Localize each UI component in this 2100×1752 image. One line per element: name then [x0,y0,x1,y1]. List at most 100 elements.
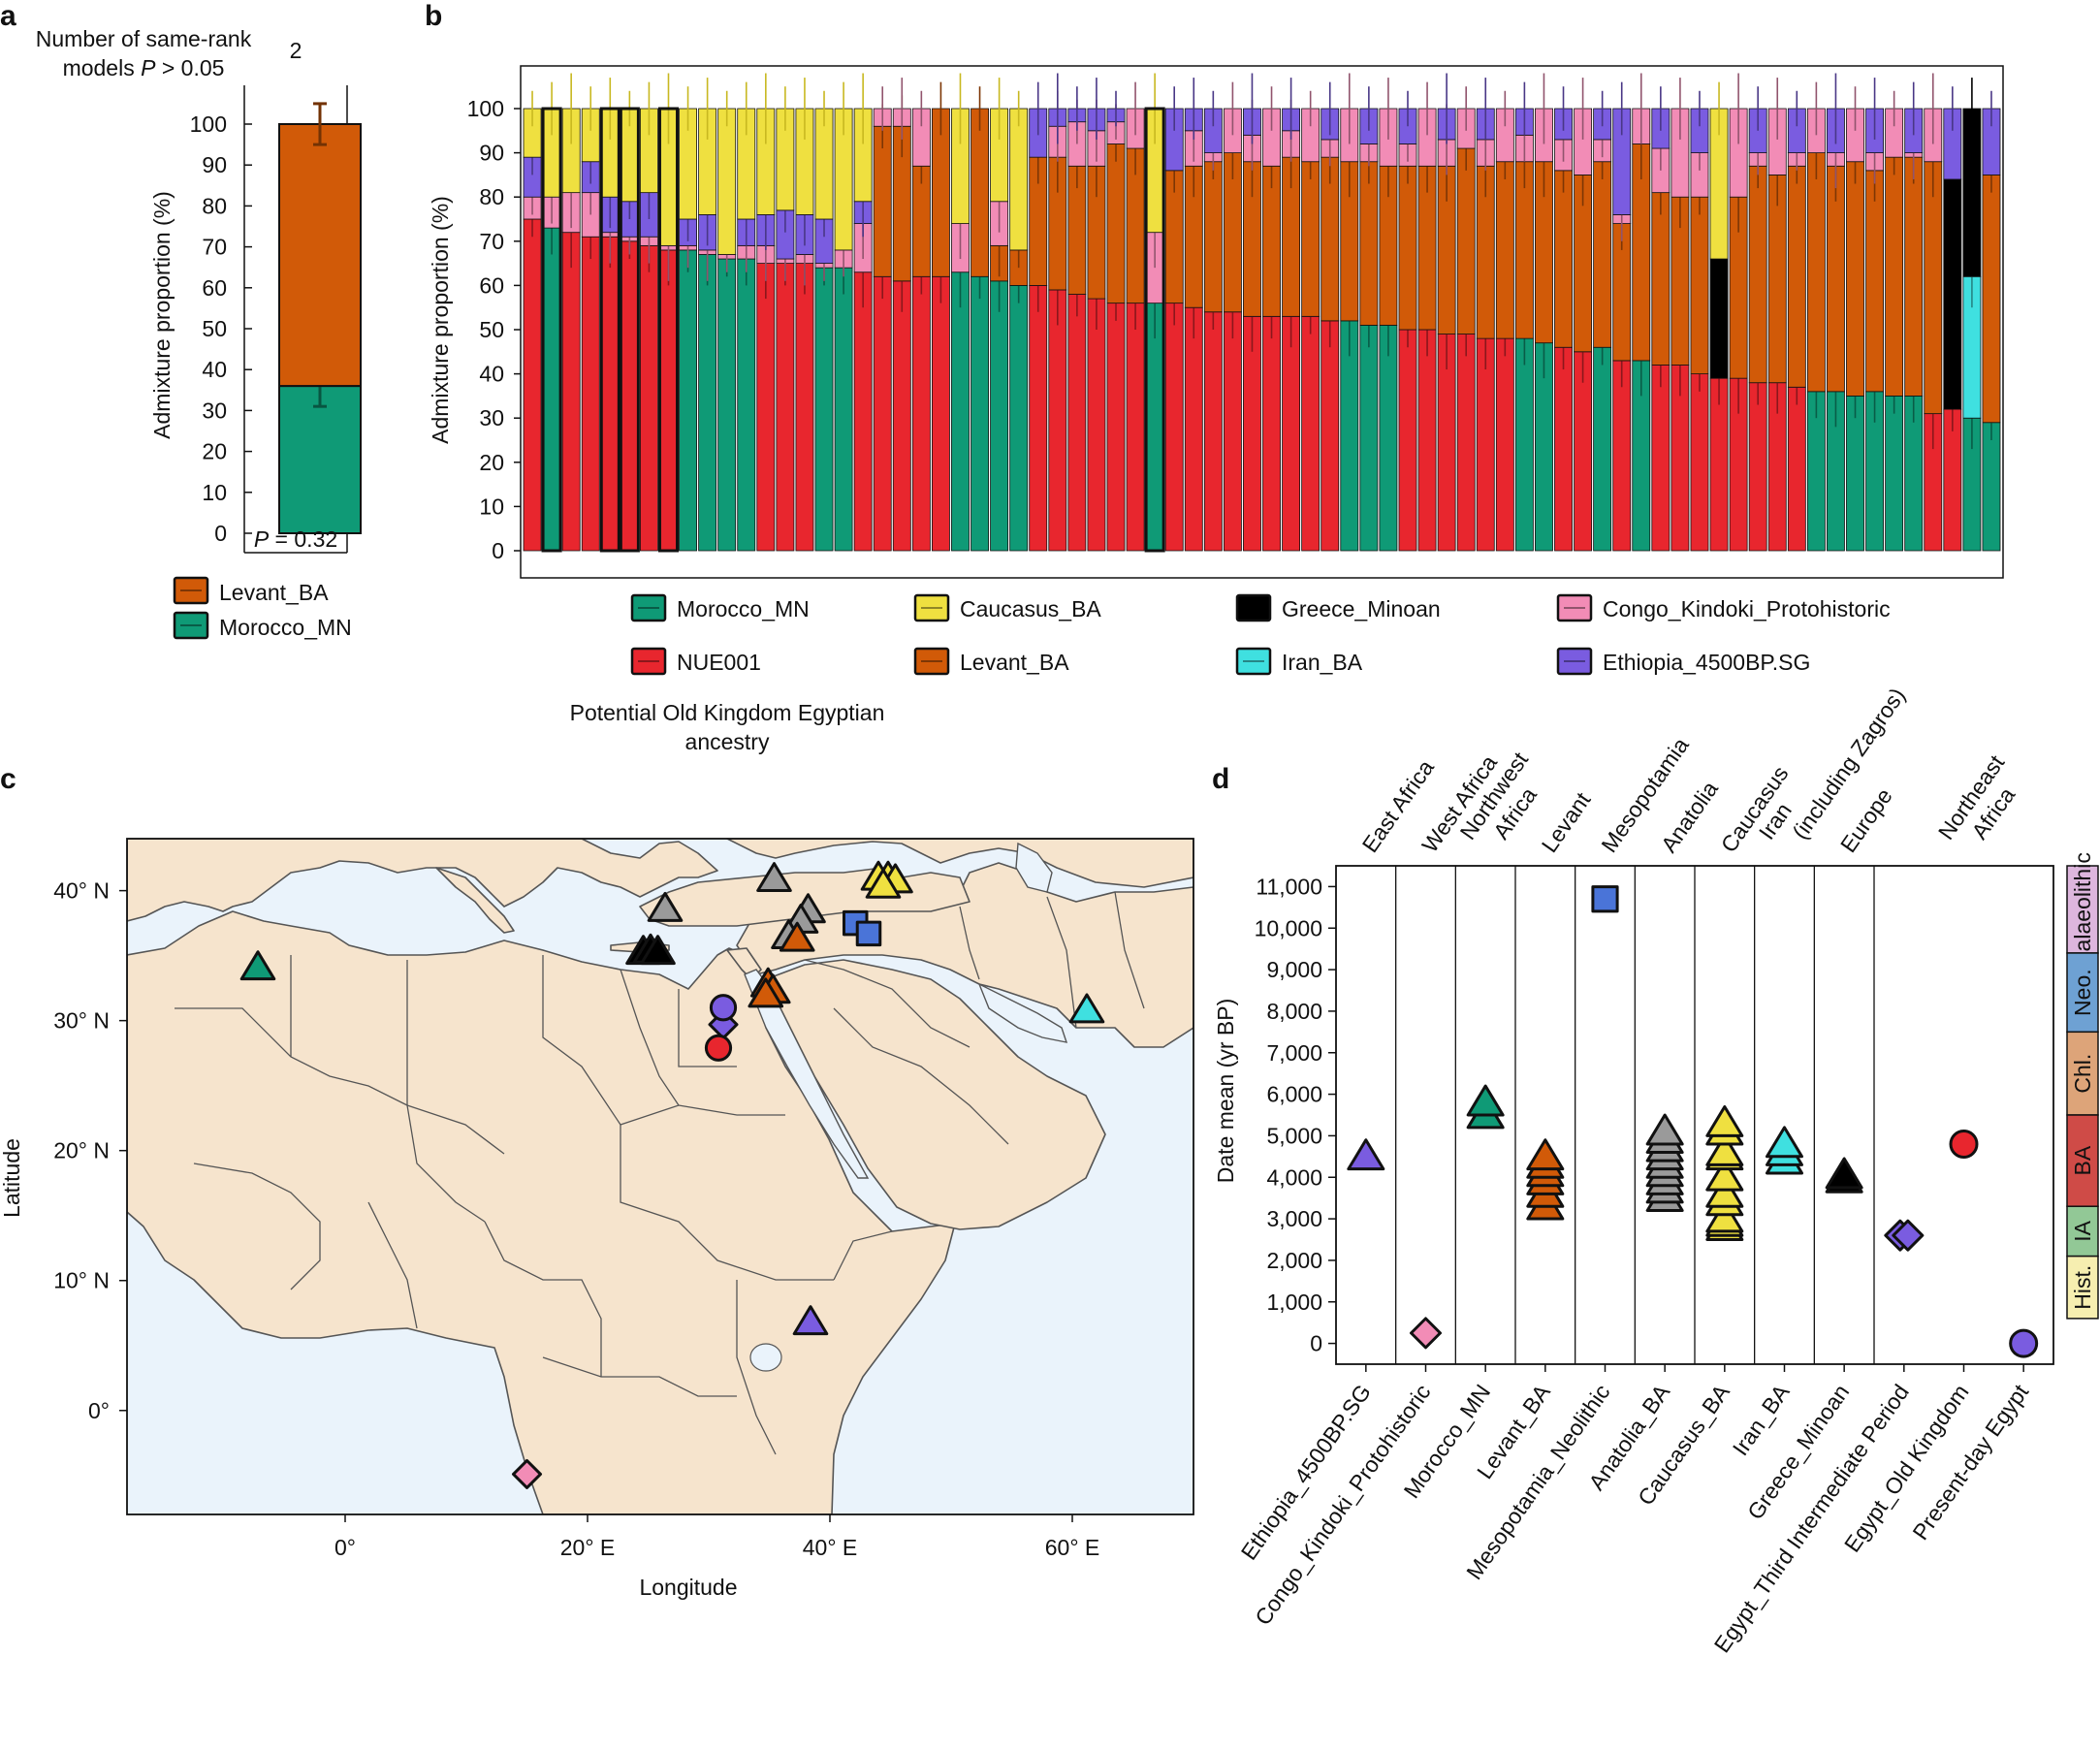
stacked-bar [1787,90,1806,552]
bar-segment-Morocco_MN [1379,325,1398,552]
date-point-Ethiopia_4500BP.SG [1347,1138,1385,1171]
date-point-Caucasus_BA [1705,1104,1744,1137]
date-point-Iran_BA [1766,1126,1803,1159]
bar-segment-NUE001 [1067,294,1087,552]
region-label: NortheastAfrica [1933,749,2032,859]
bar-segment-NUE001 [1417,329,1437,552]
ytick-label: 0 [214,521,227,546]
bar-segment-NUE001 [1554,346,1573,552]
stacked-bar [523,90,542,552]
stacked-bar [1048,73,1067,552]
legend-label: Ethiopia_4500BP.SG [1603,650,1810,675]
ytick-label: 50 [202,316,227,341]
stacked-bar [970,86,989,552]
stacked-bar [1865,78,1885,552]
xtick-label: 60° E [1045,1535,1100,1560]
panel-a-yticks: 0 10 20 30 40 50 60 70 80 90 100 [190,111,252,546]
bar-segment-Levant_BA [1904,156,1924,397]
region-label: Iran(including Zagros) [1754,667,1910,859]
border-line [1046,896,1077,1029]
map-point-Present-day Egypt [709,994,738,1022]
legend-label: NUE001 [677,650,761,675]
ytick-label: 40 [202,357,227,382]
ytick-label: 70 [202,235,227,260]
stacked-bar [1320,81,1340,552]
map-point-Anatolia_BA [756,862,792,893]
bar-segment-NUE001 [1398,329,1417,552]
map-point-Morocco_MN [239,950,276,981]
bar-segment-NUE001 [1223,311,1242,552]
ytick-label: 60 [479,272,504,298]
stacked-bar [1301,90,1320,552]
ytick-label: 10° N [53,1268,110,1293]
map-point-Mesopotamia_Neolithic [855,920,882,947]
stacked-bar [619,90,640,553]
stacked-bar [814,90,834,552]
panel-c-label: c [0,763,16,795]
ytick-label: 80 [202,193,227,218]
ytick-label: 40 [479,362,504,387]
bar-segment-Morocco_MN [1982,422,2001,552]
stacked-bar [834,81,853,552]
bar-segment-Morocco_MN [834,267,853,552]
period-label: Neo. [2070,969,2095,1016]
bar-segment-Levant_BA [1865,170,1885,393]
map-frame [126,838,1194,1515]
bar-segment-Levant_BA [1885,156,1904,397]
stacked-bar [657,73,680,553]
border-line [542,955,621,1126]
stacked-bar [1806,81,1826,552]
period-label: Chl. [2070,1054,2095,1094]
legend-label: Congo_Kindoki_Protohistoric [1603,596,1891,621]
bar-segment-NUE001 [1690,373,1709,552]
stacked-bar [1495,90,1514,552]
border-line [542,1356,737,1397]
pvalue-p: P [254,526,270,552]
stacked-bar [1554,86,1573,552]
stacked-bar [639,81,658,552]
bar-segment-Morocco_MN [542,227,561,552]
bar-segment-Levant_BA [873,125,892,277]
stacked-bar [931,81,950,552]
border-line [620,1125,834,1281]
border-line [833,1007,1009,1145]
stacked-bar [853,73,873,552]
ytick-label: 30 [479,405,504,430]
caucasus-landmass [726,839,1193,888]
bar-segment-NUE001 [1029,284,1048,552]
stacked-bar [1243,73,1261,552]
panel-c-xlabel: Longitude [639,1575,737,1600]
ytick-label: 0 [1310,1331,1322,1356]
date-point-Congo_Kindoki_Protohistoric [1410,1317,1442,1350]
map-point-Greece_Minoan [640,935,676,966]
legend-label: Levant_BA [219,580,329,605]
period-band-Palaeolithic [2066,865,2099,954]
stacked-bar [1574,78,1593,552]
stacked-bar [1087,78,1106,552]
bar-segment-NUE001 [600,236,620,552]
bar-segment-NUE001 [1495,337,1514,552]
africa-landmass [127,910,956,1514]
panel-a-model-count: 2 [290,38,302,63]
map-point-Ethiopia_4500BP.SG [792,1305,829,1336]
xtick-label: 20° E [560,1535,616,1560]
map-point-Anatolia_BA [647,891,684,922]
panel-a: a Number of same-rank models P > 0.05 2 … [0,0,362,640]
persian-gulf [977,982,1068,1043]
bar-segment-NUE001 [892,280,911,552]
stacked-bar [1223,81,1242,552]
panel-a-pvalue: P = 0.32 [254,526,337,552]
stacked-bar [873,86,892,552]
ytick-label: 90 [479,141,504,166]
map-point-Levant_BA [779,921,815,952]
stacked-bar [717,90,737,552]
panel-b-legend-title-line2: ancestry [685,729,770,754]
period-band-BA [2066,1114,2099,1207]
date-point-Present-day Egypt [2009,1328,2039,1358]
bar-segment-NUE001 [1087,298,1106,552]
border-line [1114,891,1145,1009]
ytick-label: 2,000 [1266,1248,1322,1273]
stacked-bar [1962,78,1982,552]
